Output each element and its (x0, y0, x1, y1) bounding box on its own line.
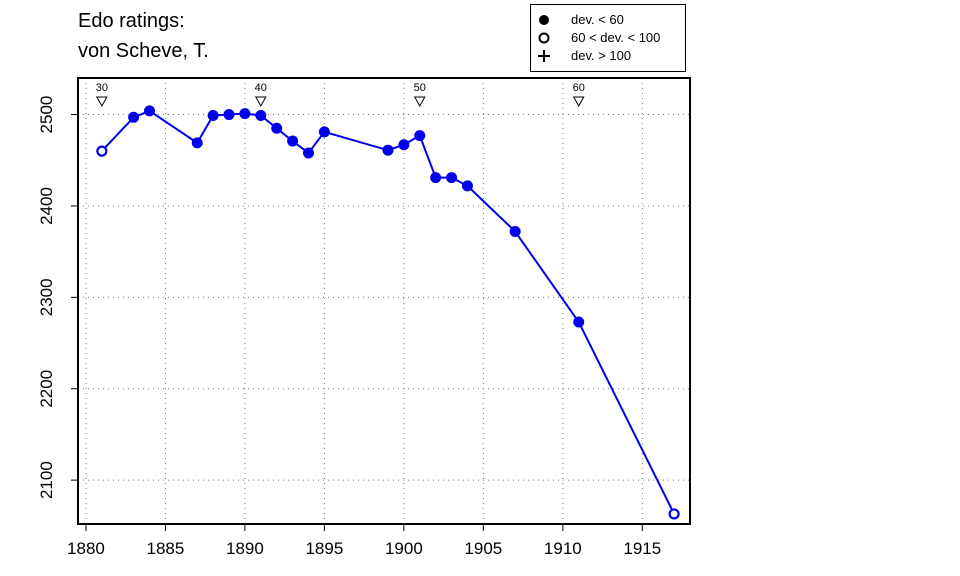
data-point-filled (414, 130, 426, 142)
x-tick-label: 1895 (305, 539, 343, 558)
data-point-filled (302, 147, 314, 159)
y-tick-label: 2300 (37, 278, 56, 316)
data-point-filled (239, 108, 251, 120)
series (96, 105, 680, 520)
chart-title-line-1: Edo ratings: (78, 10, 185, 32)
data-point-filled (191, 137, 203, 149)
data-point-filled (318, 126, 330, 138)
data-point-filled (287, 135, 299, 147)
y-tick-label: 2100 (37, 461, 56, 499)
data-point-filled (271, 122, 283, 134)
chart-title-line-2: von Scheve, T. (78, 40, 209, 62)
data-point-filled (255, 109, 267, 121)
data-point-filled (398, 139, 410, 151)
x-tick-label: 1910 (544, 539, 582, 558)
age-marker-label: 60 (573, 82, 585, 94)
plus-icon (538, 50, 550, 62)
legend-label: dev. > 100 (571, 48, 632, 63)
data-point-filled (461, 180, 473, 192)
y-tick-label: 2200 (37, 370, 56, 408)
data-point-filled (573, 316, 585, 328)
data-point-filled (223, 109, 235, 121)
age-marker-label: 30 (96, 82, 108, 94)
data-point-filled (446, 172, 458, 184)
data-point-filled (430, 172, 442, 184)
open-circle-icon (538, 32, 550, 44)
data-point-filled (207, 109, 219, 121)
age-marker-triangle-icon (413, 96, 426, 108)
plot-frame (77, 77, 691, 525)
data-point-open (96, 145, 108, 157)
y-tick-label: 2400 (37, 187, 56, 225)
x-tick-label: 1915 (623, 539, 661, 558)
age-marker-triangle-icon (254, 96, 267, 108)
x-tick-label: 1900 (385, 539, 423, 558)
legend-label: dev. < 60 (571, 12, 624, 27)
legend: dev. < 60 60 < dev. < 100 dev. > 100 (530, 4, 686, 72)
series-line (101, 109, 675, 515)
x-tick-label: 1905 (464, 539, 502, 558)
filled-circle-icon (539, 15, 549, 25)
legend-label: 60 < dev. < 100 (571, 30, 661, 45)
age-markers: 30 40 50 60 (95, 82, 585, 108)
grid (78, 78, 690, 524)
age-marker-label: 40 (255, 82, 267, 94)
legend-entry: 60 < dev. < 100 (531, 29, 685, 47)
data-point-filled (128, 111, 140, 123)
data-point-filled (509, 226, 521, 238)
age-marker-label: 50 (414, 82, 426, 94)
y-tick-label: 2500 (37, 96, 56, 134)
data-point-open (668, 508, 680, 520)
legend-entry: dev. > 100 (531, 47, 685, 65)
x-tick-label: 1885 (147, 539, 185, 558)
age-marker-triangle-icon (572, 96, 585, 108)
x-tick-label: 1880 (67, 539, 105, 558)
x-tick-label: 1890 (226, 539, 264, 558)
axes: 1880 1885 1890 1895 1900 1905 1910 1915 2100 2200… (37, 77, 691, 558)
data-point-filled (382, 144, 394, 156)
age-marker-triangle-icon (95, 96, 108, 108)
legend-entry: dev. < 60 (531, 11, 685, 29)
data-point-filled (144, 105, 156, 117)
